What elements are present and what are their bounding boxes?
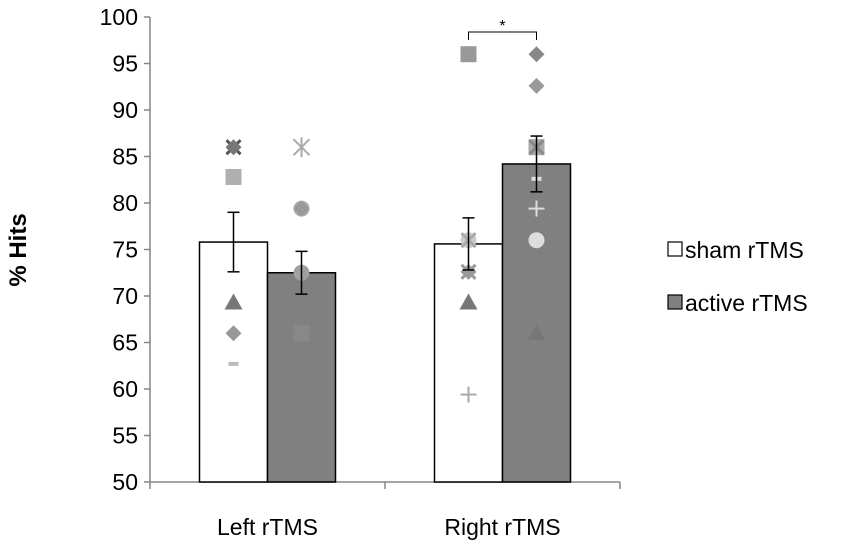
legend: sham rTMS active rTMS xyxy=(667,237,808,316)
y-tick-label: 75 xyxy=(112,237,138,263)
data-point xyxy=(293,200,310,217)
data-point xyxy=(460,263,477,280)
data-point xyxy=(225,168,242,185)
bars xyxy=(198,163,572,483)
error-bar xyxy=(530,135,543,193)
individual-points xyxy=(224,46,546,403)
legend-swatch xyxy=(667,294,683,310)
y-tick-label: 65 xyxy=(112,330,138,356)
data-point xyxy=(460,386,477,403)
bar xyxy=(501,163,572,483)
significance-bracket xyxy=(468,31,537,40)
legend-label: active rTMS xyxy=(685,290,808,316)
y-tick-label: 55 xyxy=(112,423,138,449)
data-point xyxy=(528,200,545,217)
data-point xyxy=(528,77,545,94)
x-tick-label: Right rTMS xyxy=(444,514,560,540)
bar xyxy=(266,272,337,483)
error-bar xyxy=(462,217,475,271)
data-point xyxy=(459,293,478,310)
y-tick-label: 95 xyxy=(112,51,138,77)
data-point xyxy=(527,324,546,341)
y-tick-label: 80 xyxy=(112,190,138,216)
bar xyxy=(433,243,504,483)
data-point xyxy=(293,325,310,342)
y-tick-label: 50 xyxy=(112,469,138,495)
axes: 50 55 60 65 70 75 80 85 90 95 100 Left rTMS Right rT… xyxy=(100,4,621,540)
y-tick-label: 85 xyxy=(112,144,138,170)
data-point xyxy=(225,325,242,342)
data-point xyxy=(224,293,243,310)
y-tick-label: 60 xyxy=(112,376,138,402)
legend-swatch xyxy=(667,241,683,257)
x-tick-label: Left rTMS xyxy=(217,514,318,540)
data-point xyxy=(460,46,477,63)
y-axis-label: % Hits xyxy=(5,213,32,286)
data-point xyxy=(228,361,239,366)
y-tick-label: 70 xyxy=(112,283,138,309)
error-bars xyxy=(227,135,543,295)
data-point xyxy=(528,232,545,249)
y-tick-label: 100 xyxy=(100,4,138,30)
error-bar xyxy=(227,211,240,273)
data-point xyxy=(292,137,311,158)
significance-label: * xyxy=(499,18,505,35)
error-bar xyxy=(295,250,308,295)
data-point xyxy=(225,139,242,156)
significance-marker: * xyxy=(468,18,537,40)
data-point xyxy=(528,46,545,63)
y-tick-label: 90 xyxy=(112,97,138,123)
legend-label: sham rTMS xyxy=(685,237,804,263)
